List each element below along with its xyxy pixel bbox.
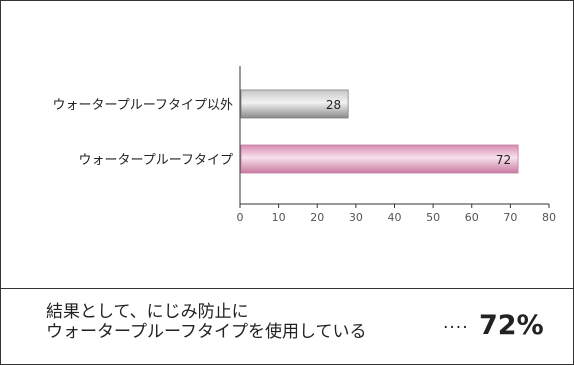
x-tick-label-30: 30 — [349, 211, 363, 224]
x-tick-label-80: 80 — [542, 211, 556, 224]
value-label-2: 72 — [496, 153, 511, 167]
x-tick-label-40: 40 — [388, 211, 402, 224]
x-tick-label-20: 20 — [310, 211, 324, 224]
category-label-1: ウォータープルーフタイプ以外 — [53, 98, 233, 113]
x-tick-label-0: 0 — [237, 211, 244, 224]
leader-dots: ···· — [443, 318, 469, 338]
bar-chart: 0 10 20 30 40 50 60 70 80 ウォータープルーフタイプ以外 28 ウォータープル… — [53, 66, 556, 224]
category-label-2: ウォータープルーフタイプ — [79, 153, 233, 168]
x-tick-label-10: 10 — [272, 211, 286, 224]
summary-text: 結果として、にじみ防止に ウォータープルーフタイプを使用している — [46, 302, 366, 342]
value-label-1: 28 — [326, 98, 341, 112]
x-tick-label-60: 60 — [465, 211, 479, 224]
summary-line-1: 結果として、にじみ防止に — [46, 302, 249, 322]
result-percentage: 72% — [479, 310, 544, 341]
x-tick-label-70: 70 — [503, 211, 517, 224]
bar-2 — [240, 144, 519, 174]
x-tick-label-50: 50 — [426, 211, 440, 224]
summary-line-2: ウォータープルーフタイプを使用している — [46, 322, 367, 342]
bar-1 — [240, 89, 349, 119]
